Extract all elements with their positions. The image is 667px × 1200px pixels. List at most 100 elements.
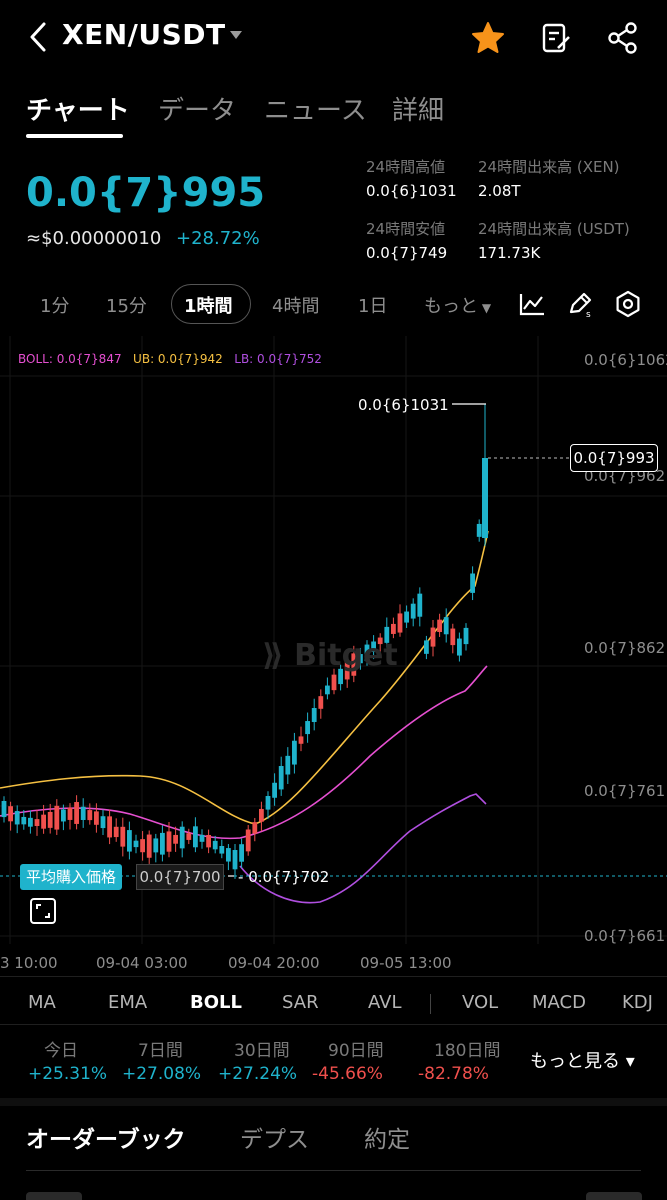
candle-body [259,808,264,822]
candle-body [206,834,211,848]
candle-body [430,627,436,647]
share-icon[interactable] [606,20,640,56]
candle-body [160,832,165,855]
y-tick: 0.0{6}1062 [584,351,667,369]
candle-body [311,708,317,723]
candle-body [94,811,99,825]
tab-orderbook[interactable]: オーダーブック [26,1127,186,1153]
settings-gear-icon[interactable] [614,290,642,322]
tab-depth[interactable]: デプス [240,1127,309,1153]
indicator-icon[interactable] [518,290,546,322]
avg-buy-price-tag[interactable]: 平均購入価格 [20,864,123,890]
candle-body [298,736,304,744]
perf-label: 30日間 [234,1041,290,1061]
candle-body [21,816,27,825]
candle-body [371,641,376,653]
vol-xen-value: 2.08T [478,182,521,200]
interval-more-label: もっと [424,296,478,317]
candle-body [28,817,33,827]
candle-body [166,831,172,852]
candle-body [437,619,442,633]
filter-chip[interactable] [26,1192,82,1200]
interval-more[interactable]: もっと ▼ [424,296,492,317]
perf-value: -45.66% [312,1064,383,1084]
x-tick: 3 10:00 [0,954,58,972]
candle-body [239,844,244,862]
interval-15m[interactable]: 15分 [106,296,147,317]
tab-chart[interactable]: チャート [26,96,130,126]
candle-body [232,850,238,870]
low-marker-label: - 0.0{7}702 [238,868,330,886]
watermark-label: Bitget [294,638,398,673]
candle-body [193,826,198,848]
candle-body [325,685,330,695]
candle-body [186,833,192,840]
candle-body [338,668,343,685]
low-marker-value: 0.0{7}702 [248,868,330,886]
candle-body [384,626,390,643]
perf-label: 180日間 [434,1041,501,1061]
ind-boll[interactable]: BOLL [190,992,242,1013]
fullscreen-icon[interactable] [30,898,56,928]
ind-macd[interactable]: MACD [532,992,586,1013]
draw-tool-icon[interactable]: s [566,290,594,322]
boll-upper-line [0,530,489,825]
candle-body [351,653,357,676]
candle-body [470,573,475,593]
candle-body [179,826,185,849]
pair-title[interactable]: XEN/USDT [62,18,226,51]
divider [430,994,431,1014]
candle-body [153,838,159,853]
price-change: +28.72% [176,228,260,249]
avg-buy-price-value: 0.0{7}700 [136,864,224,890]
candle-body [377,637,383,645]
active-tab-indicator [26,134,123,138]
boll-middle-line [0,665,488,840]
filter-chip[interactable] [586,1192,642,1200]
tab-details[interactable]: 詳細 [392,96,445,126]
ind-ema[interactable]: EMA [108,992,148,1013]
candle-body [457,638,462,656]
interval-1h[interactable]: 1時間 [184,296,233,317]
tab-data[interactable]: データ [158,96,237,126]
candle-body [391,623,396,634]
perf-label: 今日 [44,1041,78,1061]
candle-body [41,814,46,829]
pair-dropdown-icon[interactable] [228,27,244,43]
back-icon[interactable] [26,20,56,54]
perf-value: -82.78% [418,1064,489,1084]
see-more-button[interactable]: もっと見る ▾ [530,1051,635,1072]
x-tick: 09-04 20:00 [228,954,320,972]
tab-news[interactable]: ニュース [264,96,367,126]
ind-avl[interactable]: AVL [368,992,402,1013]
candlestick-chart[interactable] [0,336,667,976]
interval-1d[interactable]: 1日 [358,296,388,317]
interval-4h[interactable]: 4時間 [272,296,320,317]
interval-1m[interactable]: 1分 [40,296,70,317]
candle-body [67,807,73,820]
candle-body [410,603,416,619]
low-label: 24時間安値 [366,220,446,238]
ind-vol[interactable]: VOL [462,992,499,1013]
ind-sar[interactable]: SAR [282,992,319,1013]
boll-lb-label: LB: 0.0{7}752 [234,352,322,366]
divider [26,1170,641,1171]
ind-ma[interactable]: MA [28,992,56,1013]
perf-value: +25.31% [28,1064,108,1084]
candle-body [364,644,370,661]
candle-body [87,810,93,821]
note-edit-icon[interactable] [540,20,572,56]
candle-body [285,755,291,775]
x-tick: 09-05 13:00 [360,954,452,972]
candle-body [100,816,106,829]
candle-body [199,834,205,842]
favorite-star-icon[interactable] [470,20,506,56]
ind-kdj[interactable]: KDJ [622,992,653,1013]
candle-body [226,848,231,862]
candle-body [133,840,139,848]
section-divider [0,1098,667,1106]
divider [0,1024,667,1025]
tab-trades[interactable]: 約定 [364,1127,410,1153]
boll-lower-line [239,793,487,904]
candle-body [331,674,337,691]
